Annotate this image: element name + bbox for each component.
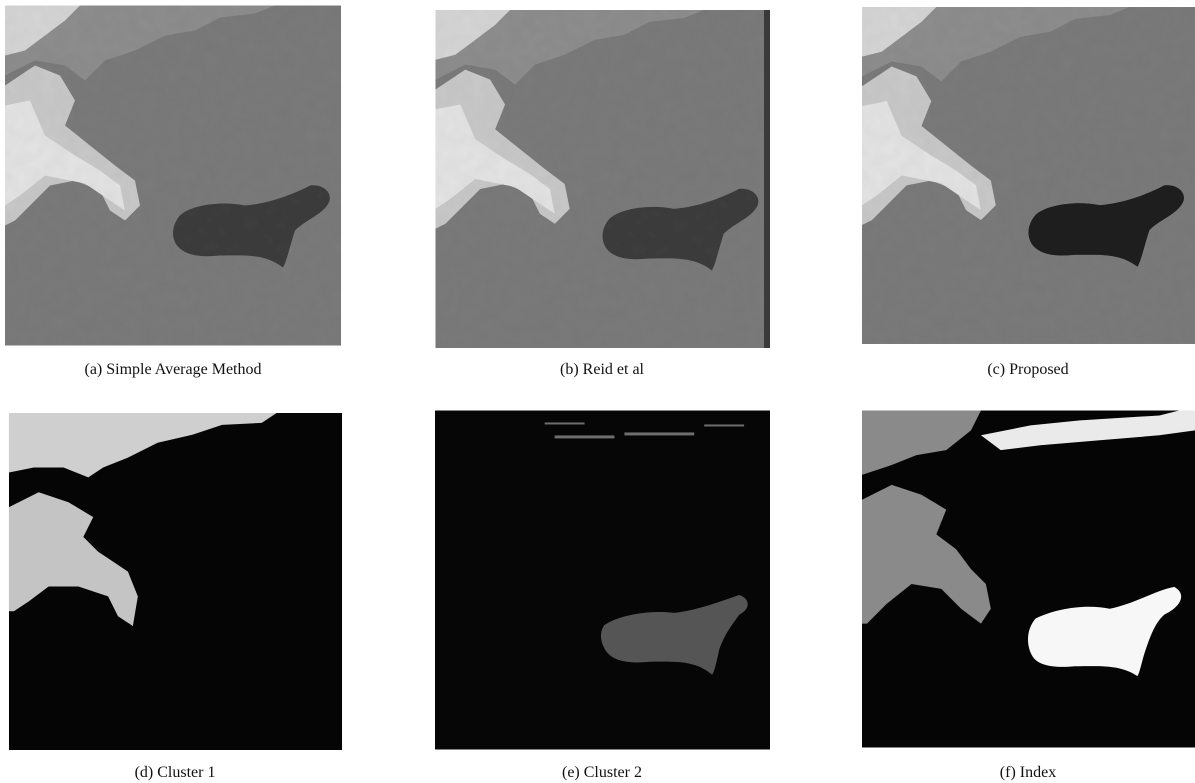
image-edge — [764, 10, 770, 348]
figure: (a) Simple Average Method (b) Reid et al… — [0, 0, 1195, 783]
caption: (b) Reid et al — [560, 361, 645, 378]
image-cluster-1 — [9, 413, 342, 750]
caption: (f) Index — [1000, 764, 1056, 781]
image-cluster-2 — [435, 411, 770, 750]
caption: (a) Simple Average Method — [85, 361, 262, 378]
caption: (e) Cluster 2 — [562, 764, 642, 781]
caption: (d) Cluster 1 — [135, 764, 216, 781]
image-simple-average — [5, 6, 341, 346]
image-index — [862, 411, 1195, 748]
page: (a) Simple Average Method (b) Reid et al… — [0, 0, 1195, 783]
caption: (c) Proposed — [987, 361, 1068, 378]
image-proposed — [862, 7, 1195, 344]
image-reid — [435, 10, 769, 348]
